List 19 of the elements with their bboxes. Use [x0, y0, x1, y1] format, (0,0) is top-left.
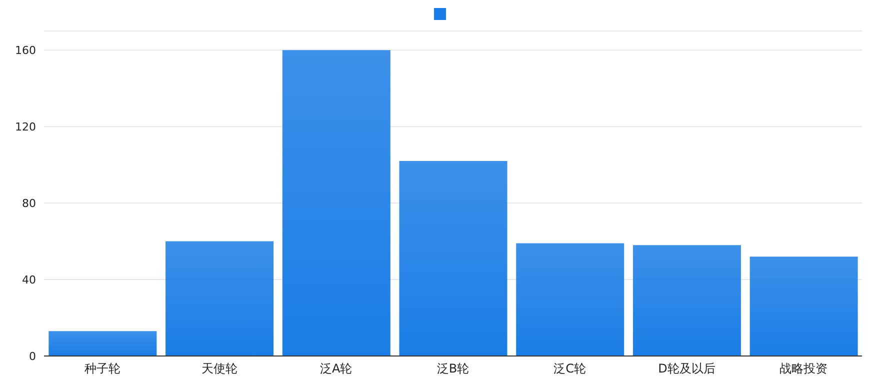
x-tick-label: 战略投资 [780, 362, 828, 376]
x-tick-label: 泛A轮 [320, 362, 352, 376]
y-tick-label: 80 [22, 196, 36, 210]
x-tick-label: 天使轮 [201, 362, 238, 376]
y-tick-label: 120 [15, 120, 36, 134]
y-tick-label: 0 [29, 350, 36, 363]
bar [399, 161, 508, 356]
bar [750, 256, 858, 356]
y-tick-label: 160 [15, 44, 36, 58]
bar [632, 245, 741, 356]
x-tick-label: D轮及以后 [658, 362, 716, 376]
x-tick-label: 泛C轮 [554, 362, 586, 376]
x-tick-label: 种子轮 [84, 362, 120, 376]
bar [166, 241, 274, 356]
y-tick-label: 40 [22, 273, 36, 286]
bar [516, 243, 624, 356]
bar [282, 50, 390, 356]
x-tick-label: 泛B轮 [436, 362, 470, 376]
bar [48, 331, 157, 356]
